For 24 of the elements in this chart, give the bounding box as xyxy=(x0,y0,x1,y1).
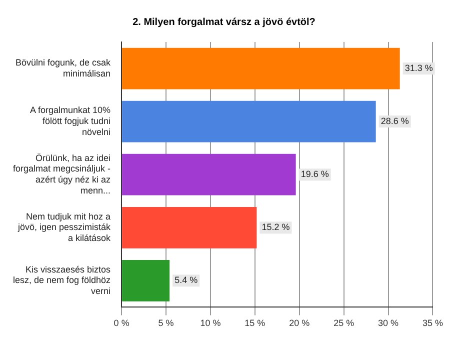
x-tick-label: 5 % xyxy=(158,318,174,328)
data-label: 15.2 % xyxy=(262,222,290,232)
data-label: 5.4 % xyxy=(174,275,198,286)
bar xyxy=(122,154,296,196)
data-label: 31.3 % xyxy=(404,63,433,74)
data-label: 28.6 % xyxy=(380,116,409,126)
x-tick-label: 35 % xyxy=(422,318,443,328)
x-tick-label: 0 % xyxy=(114,318,130,328)
y-tick-label: Kis visszaesés biztos lesz, de nem fog földhöz verni xyxy=(12,264,112,296)
data-label: 19.6 % xyxy=(300,169,329,180)
x-tick-label: 20 % xyxy=(289,318,310,328)
y-tick-label: Örülünk, ha az idei forgalmat megcsináljuk - azért úgy néz ki az menn... xyxy=(13,152,112,196)
bar xyxy=(122,100,376,142)
x-tick-label: 30 % xyxy=(378,318,399,328)
bar xyxy=(122,260,170,302)
x-tick-label: 10 % xyxy=(200,318,221,328)
bar xyxy=(122,206,257,248)
y-tick-label: A forgalmunkat 10% fölött fogjuk tudni növelni xyxy=(30,105,111,137)
x-tick-label: 25 % xyxy=(334,318,354,328)
y-tick-label: Nem tudjuk mit hoz a jövö, igen pesszimisták a kilátások xyxy=(17,211,112,243)
y-tick-label: Bövülni fogunk, de csak minimálisan xyxy=(15,58,112,78)
x-tick-label: 15 % xyxy=(244,318,266,328)
bar xyxy=(122,48,400,90)
chart-title: 2. Milyen forgalmat vársz a jövö évtöl? xyxy=(132,16,316,28)
